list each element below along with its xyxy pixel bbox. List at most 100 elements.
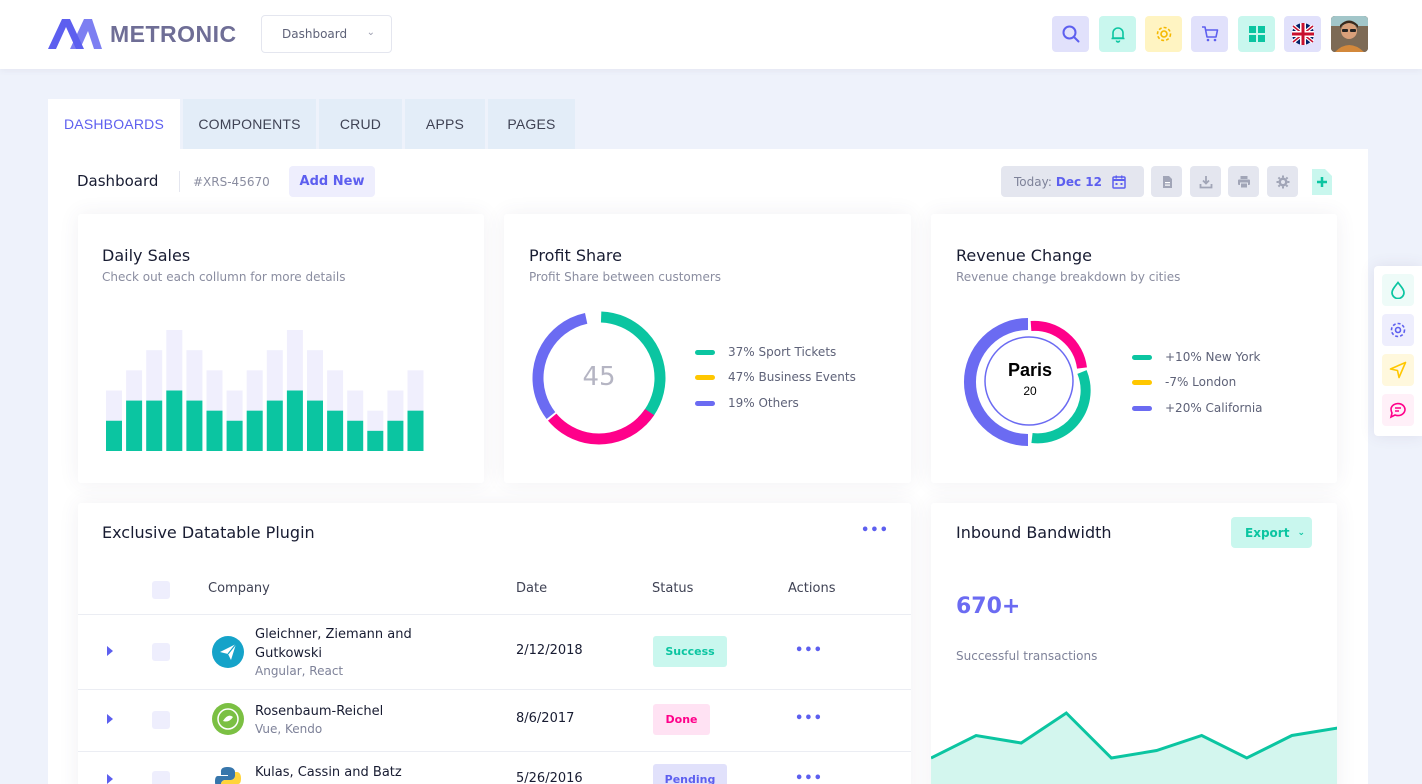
profit-share-center: 45	[582, 362, 616, 392]
row-checkbox[interactable]	[152, 771, 170, 784]
revenue-change-title: Revenue Change	[956, 246, 1093, 265]
printer-icon	[1237, 175, 1250, 188]
sales-bar[interactable]	[106, 420, 122, 451]
date-picker-button[interactable]: Today: Dec 12	[1001, 166, 1144, 197]
donut-segment-newyork	[1030, 320, 1087, 369]
donut-segment-london	[1031, 370, 1091, 444]
tab-apps[interactable]: APPS	[405, 99, 485, 149]
daily-sales-subtitle: Check out each collumn for more details	[102, 270, 346, 284]
sales-bar[interactable]	[146, 400, 163, 451]
expand-row-caret-icon[interactable]	[107, 714, 113, 724]
row-date: 8/6/2017	[516, 711, 575, 726]
user-photo-icon	[1331, 16, 1368, 52]
row-checkbox[interactable]	[152, 643, 170, 661]
column-header-company[interactable]: Company	[208, 581, 270, 596]
gear-icon	[1390, 322, 1406, 338]
profit-share-donut	[532, 311, 666, 445]
dashboard-select[interactable]: Dashboard ⌄	[261, 15, 392, 53]
side-layout-button[interactable]	[1382, 274, 1414, 306]
tab-pages[interactable]: PAGES	[488, 99, 575, 149]
legend-label: 19% Others	[728, 396, 799, 410]
row-actions-button[interactable]: •••	[795, 711, 823, 726]
user-avatar[interactable]	[1331, 16, 1368, 52]
profit-share-subtitle: Profit Share between customers	[529, 270, 722, 284]
subheader-divider	[179, 171, 180, 192]
sales-bar[interactable]	[206, 410, 223, 451]
legend-item: 19% Others	[695, 396, 799, 410]
column-header-actions: Actions	[788, 581, 836, 596]
sales-bar[interactable]	[166, 390, 183, 452]
sales-bar[interactable]	[186, 400, 203, 451]
legend-swatch	[695, 374, 715, 380]
legend-label: +20% California	[1165, 401, 1263, 415]
tab-crud[interactable]: CRUD	[319, 99, 402, 149]
sales-bar[interactable]	[126, 400, 143, 451]
apps-button[interactable]	[1238, 16, 1275, 52]
sales-bar[interactable]	[327, 410, 344, 451]
status-badge: Done	[653, 704, 710, 735]
language-button[interactable]	[1284, 16, 1321, 52]
brand-logo[interactable]: METRONIC	[48, 19, 237, 49]
revenue-center-label: Paris	[1007, 360, 1053, 380]
row-actions-button[interactable]: •••	[795, 643, 823, 658]
sales-bar[interactable]	[286, 390, 303, 452]
download-button[interactable]	[1190, 166, 1221, 197]
sales-bar[interactable]	[347, 420, 364, 451]
datatable-title: Exclusive Datatable Plugin	[102, 523, 315, 542]
column-header-status[interactable]: Status	[652, 581, 694, 596]
company-logo-icon	[212, 703, 244, 735]
document-button[interactable]	[1151, 166, 1182, 197]
revenue-center-value: 20	[1023, 384, 1037, 398]
notifications-button[interactable]	[1099, 16, 1136, 52]
revenue-change-subtitle: Revenue change breakdown by cities	[956, 270, 1181, 284]
export-dropdown-button[interactable]: Export ⌄	[1231, 517, 1312, 548]
uk-flag-icon	[1291, 23, 1314, 45]
settings-button[interactable]	[1145, 16, 1182, 52]
row-actions-button[interactable]: •••	[795, 771, 823, 784]
apps-grid-icon	[1248, 26, 1265, 42]
legend-swatch	[1132, 354, 1152, 360]
company-name: Rosenbaum-Reichel	[255, 704, 384, 719]
side-chat-button[interactable]	[1382, 394, 1414, 426]
gear-icon	[1276, 175, 1289, 188]
sales-bar[interactable]	[266, 400, 283, 451]
expand-row-caret-icon[interactable]	[107, 646, 113, 656]
search-button[interactable]	[1052, 16, 1089, 52]
side-settings-button[interactable]	[1382, 314, 1414, 346]
company-name-line2: Gutkowski	[255, 646, 322, 661]
expand-row-caret-icon[interactable]	[107, 774, 113, 784]
select-all-checkbox[interactable]	[152, 581, 170, 599]
cart-button[interactable]	[1191, 16, 1228, 52]
legend-item: -7% London	[1132, 375, 1236, 389]
calendar-icon	[1112, 175, 1126, 189]
today-label: Today:	[1014, 174, 1052, 189]
row-checkbox[interactable]	[152, 711, 170, 729]
print-button[interactable]	[1228, 166, 1259, 197]
bandwidth-card	[931, 503, 1337, 784]
add-new-button[interactable]: Add New	[289, 166, 375, 197]
sales-bar[interactable]	[226, 420, 243, 451]
tab-components[interactable]: COMPONENTS	[183, 99, 316, 149]
legend-swatch	[695, 349, 715, 355]
sales-bar[interactable]	[387, 420, 404, 451]
send-icon	[1389, 361, 1407, 379]
side-send-button[interactable]	[1382, 354, 1414, 386]
sales-bar[interactable]	[407, 410, 424, 451]
row-date: 5/26/2016	[516, 771, 583, 784]
legend-label: -7% London	[1165, 375, 1237, 389]
sales-bar[interactable]	[307, 400, 323, 451]
add-file-button[interactable]	[1312, 169, 1332, 195]
chevron-down-icon: ⌄	[1297, 527, 1305, 538]
download-icon	[1199, 175, 1212, 188]
bandwidth-value: 670+	[956, 594, 1021, 619]
tab-dashboards[interactable]: DASHBOARDS	[48, 99, 180, 149]
bandwidth-line	[931, 711, 1337, 760]
column-header-date[interactable]: Date	[516, 581, 548, 596]
options-button[interactable]	[1267, 166, 1298, 197]
datatable-more-button[interactable]: •••	[861, 523, 889, 538]
file-icon	[1162, 175, 1172, 188]
company-logo-icon	[212, 764, 244, 784]
sales-bar[interactable]	[246, 410, 263, 451]
sales-bar[interactable]	[367, 430, 384, 451]
company-logo-icon	[212, 636, 244, 668]
